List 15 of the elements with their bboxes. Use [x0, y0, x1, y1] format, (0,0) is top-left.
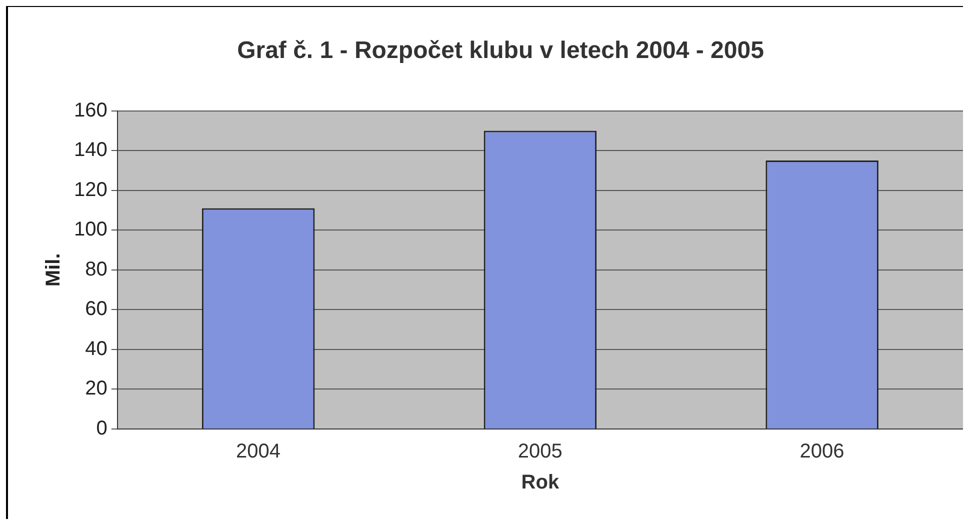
y-tick-label: 160	[74, 99, 108, 122]
y-tick-label: 40	[85, 338, 108, 360]
x-tick-label: 2006	[800, 440, 844, 463]
y-tick-label: 120	[74, 178, 108, 201]
y-tick-label: 80	[85, 258, 108, 280]
chart-title: Graf č. 1 - Rozpočet klubu v letech 2004 - 2005	[237, 37, 764, 64]
y-tick-label: 20	[85, 378, 108, 400]
y-axis-title: Mil.	[42, 253, 65, 287]
y-tick-label: 100	[74, 218, 108, 241]
y-tick-label: 0	[96, 418, 108, 440]
y-tick-label: 140	[74, 139, 108, 162]
x-tick-label: 2004	[236, 440, 281, 463]
x-tick-label: 2005	[518, 440, 562, 463]
y-tick-label: 60	[85, 298, 108, 320]
x-axis-title: Rok	[521, 472, 560, 494]
